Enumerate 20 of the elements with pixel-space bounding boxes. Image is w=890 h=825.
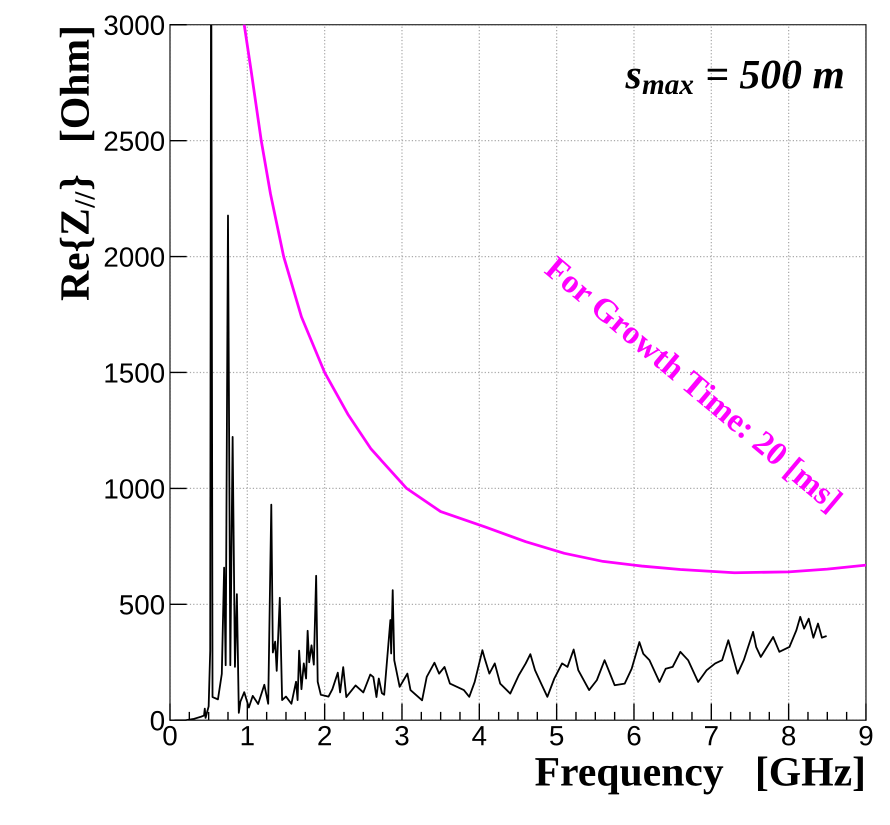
- x-axis-title: Frequency [GHz]: [535, 756, 863, 794]
- x-tick-label: 7: [705, 726, 718, 746]
- x-tick-label: 8: [782, 726, 796, 746]
- y-tick-label: 0: [150, 710, 164, 731]
- x-tick-label: 1: [242, 726, 254, 746]
- y-tick-label: 2500: [104, 131, 164, 151]
- x-tick-label: 4: [472, 726, 486, 746]
- x-tick-label: 5: [550, 726, 564, 746]
- annotation: s$_{max}$ = 500 m: [625, 60, 843, 94]
- x-tick-label: 3: [395, 726, 408, 746]
- y-axis-title: Re{Z$_{//}$} [Ohm]: [60, 28, 95, 300]
- x-tick-label: 6: [628, 726, 640, 746]
- y-tick-label: 1000: [105, 479, 164, 499]
- y-tick-label: 3000: [104, 15, 164, 36]
- x-tick-label: 0: [163, 726, 177, 746]
- y-tick-label: 500: [120, 594, 164, 615]
- x-tick-label: 2: [318, 726, 331, 746]
- y-tick-label: 1500: [105, 363, 164, 383]
- x-tick-label: 9: [860, 726, 872, 746]
- y-tick-label: 2000: [104, 247, 164, 267]
